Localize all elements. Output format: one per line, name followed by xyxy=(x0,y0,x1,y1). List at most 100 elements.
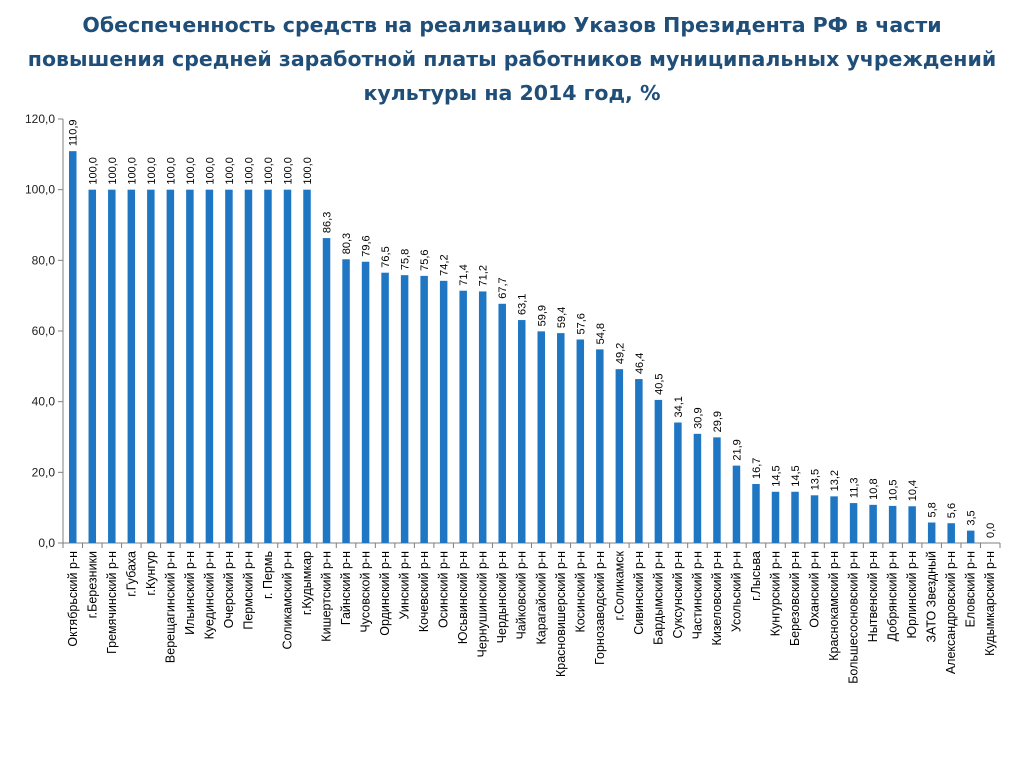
data-label: 110,9 xyxy=(68,119,80,146)
category-label: г.Лысьва xyxy=(749,551,763,601)
data-label: 100,0 xyxy=(185,157,197,185)
data-label: 13,5 xyxy=(810,469,822,490)
bar xyxy=(69,151,77,544)
data-label: 49,2 xyxy=(614,343,626,364)
category-label: Верещагинский р-н xyxy=(163,551,177,663)
bar xyxy=(849,503,858,543)
data-label: 14,5 xyxy=(790,465,802,486)
bar xyxy=(654,399,663,543)
category-label: Большесосновский р-н xyxy=(847,551,861,684)
data-label: 34,1 xyxy=(673,396,685,417)
bar xyxy=(693,433,702,543)
y-tick-label: 0,0 xyxy=(38,536,55,550)
data-label: 86,3 xyxy=(322,212,334,233)
data-label: 100,0 xyxy=(302,157,314,185)
bar xyxy=(381,272,389,543)
category-label: Юрлинский р-н xyxy=(905,551,919,639)
bar xyxy=(225,189,233,543)
bar xyxy=(166,189,175,543)
bar xyxy=(283,189,292,543)
y-tick-label: 40,0 xyxy=(32,395,56,409)
data-label: 100,0 xyxy=(243,157,255,185)
data-label: 100,0 xyxy=(146,157,158,185)
bar xyxy=(147,189,155,543)
bar xyxy=(576,339,585,543)
bar xyxy=(517,320,526,543)
category-label: Чердынский р-н xyxy=(495,551,509,643)
category-label: Горнозаводский р-н xyxy=(593,551,607,665)
bars xyxy=(69,151,975,544)
category-label: Карагайский р-н xyxy=(534,551,548,645)
category-label: Осинский р-н xyxy=(437,551,451,628)
category-label: Ильинский р-н xyxy=(183,551,197,635)
category-label: Соликамский р-н xyxy=(280,551,294,650)
bar xyxy=(771,491,780,543)
data-label: 100,0 xyxy=(107,157,119,185)
data-label: 100,0 xyxy=(87,157,99,185)
category-label: Чусовской р-н xyxy=(359,551,373,633)
category-label: Косинский р-н xyxy=(573,551,587,633)
data-label: 63,1 xyxy=(517,294,529,315)
data-label: 100,0 xyxy=(282,157,294,185)
data-label: 75,8 xyxy=(400,249,412,270)
bar xyxy=(186,189,194,543)
bar xyxy=(810,495,819,543)
category-label: Сивинский р-н xyxy=(632,551,646,635)
category-labels: Октябрьский р-н г.Березники Гремячинский р… xyxy=(66,550,997,683)
category-label: Усольский р-н xyxy=(729,551,743,632)
y-tick-label: 80,0 xyxy=(32,253,56,267)
data-label: 75,6 xyxy=(419,249,431,270)
data-label: 100,0 xyxy=(165,157,177,185)
bar xyxy=(127,189,136,543)
category-label: Березовский р-н xyxy=(788,551,802,646)
category-label: Бардымский р-н xyxy=(651,551,665,645)
data-label: 80,3 xyxy=(341,233,353,254)
category-label: Юсьвинский р-н xyxy=(456,551,470,644)
bar xyxy=(498,303,506,543)
data-label: 14,5 xyxy=(771,465,783,486)
bar xyxy=(674,422,682,543)
category-label: Еловский р-н xyxy=(964,551,978,627)
bar xyxy=(947,523,955,543)
category-label: Чернушинский р-н xyxy=(476,551,490,658)
data-label: 46,4 xyxy=(634,353,646,374)
data-label: 59,9 xyxy=(536,305,548,326)
bar xyxy=(303,189,311,543)
category-label: Октябрьский р-н xyxy=(66,551,80,647)
category-label: Оханский р-н xyxy=(808,551,822,628)
y-axis: 0,0 20,0 40,0 60,0 80,0 100,0 120,0 xyxy=(25,112,64,550)
bar xyxy=(615,369,624,543)
data-label: 59,4 xyxy=(556,307,568,328)
data-label: 16,7 xyxy=(751,458,763,479)
data-label: 54,8 xyxy=(595,323,607,344)
category-label: Гремячинский р-н xyxy=(105,551,119,654)
data-label: 100,0 xyxy=(204,157,216,185)
bar xyxy=(966,530,975,543)
data-label: 10,5 xyxy=(888,479,900,500)
bar xyxy=(205,189,214,543)
bar xyxy=(732,465,741,543)
value-labels: 110,9 100,0 100,0 100,0 100,0 100,0 100,0 100,0… xyxy=(68,119,997,538)
bar xyxy=(869,504,877,543)
category-label: Краснокамский р-н xyxy=(827,551,841,661)
bar xyxy=(361,261,370,543)
category-label: Александровский р-н xyxy=(944,551,958,674)
data-label: 79,6 xyxy=(361,235,373,256)
bar xyxy=(927,522,936,543)
bar xyxy=(791,491,799,543)
data-label: 71,4 xyxy=(458,264,470,285)
category-label: Добрянский р-н xyxy=(886,551,900,641)
data-label: 0,0 xyxy=(985,523,997,538)
bar xyxy=(908,506,916,543)
data-label: 40,5 xyxy=(653,373,665,394)
bar xyxy=(713,437,721,543)
data-label: 10,4 xyxy=(907,480,919,501)
bar xyxy=(635,379,643,543)
data-label: 74,2 xyxy=(439,254,451,275)
category-label: ЗАТО Звездный xyxy=(925,551,939,643)
bar xyxy=(752,483,760,543)
category-label: Чайковский р-н xyxy=(515,551,529,640)
category-label: Нытвенский р-н xyxy=(866,551,880,642)
y-tick-label: 20,0 xyxy=(32,465,56,479)
category-label: г.Березники xyxy=(85,551,99,618)
